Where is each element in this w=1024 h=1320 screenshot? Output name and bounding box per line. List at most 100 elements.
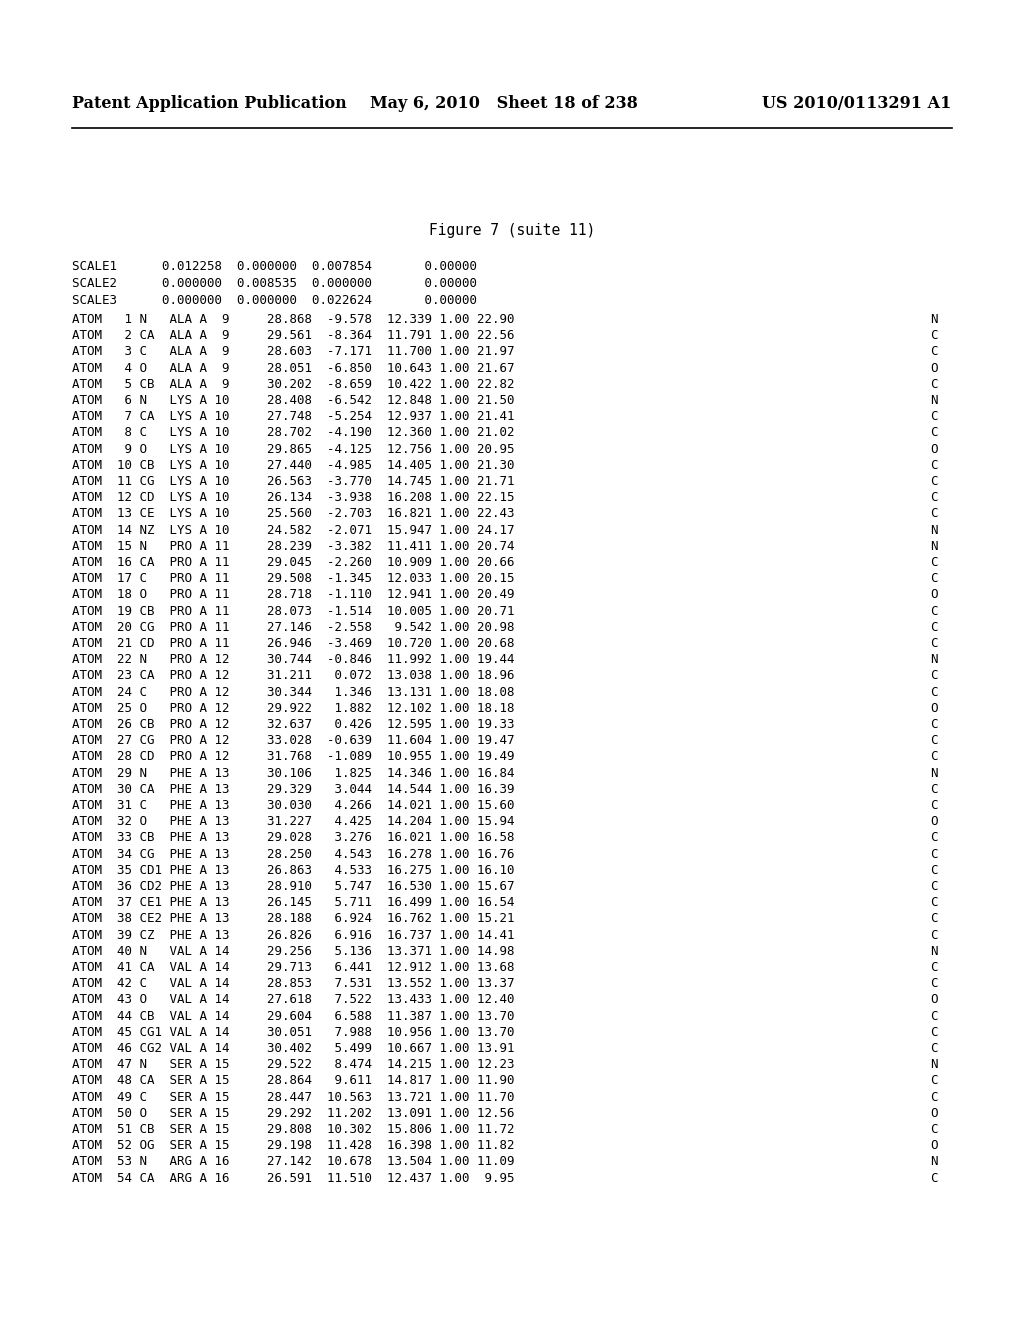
Text: C: C (930, 459, 938, 471)
Text: ATOM  13 CE  LYS A 10     25.560  -2.703  16.821 1.00 22.43: ATOM 13 CE LYS A 10 25.560 -2.703 16.821… (72, 507, 514, 520)
Text: C: C (930, 411, 938, 424)
Text: C: C (930, 1041, 938, 1055)
Text: N: N (930, 540, 938, 553)
Text: ATOM   2 CA  ALA A  9     29.561  -8.364  11.791 1.00 22.56: ATOM 2 CA ALA A 9 29.561 -8.364 11.791 1… (72, 329, 514, 342)
Text: ATOM  45 CG1 VAL A 14     30.051   7.988  10.956 1.00 13.70: ATOM 45 CG1 VAL A 14 30.051 7.988 10.956… (72, 1026, 514, 1039)
Text: Figure 7 (suite 11): Figure 7 (suite 11) (429, 223, 595, 238)
Text: C: C (930, 1172, 938, 1184)
Text: C: C (930, 605, 938, 618)
Text: C: C (930, 685, 938, 698)
Text: ATOM   5 CB  ALA A  9     30.202  -8.659  10.422 1.00 22.82: ATOM 5 CB ALA A 9 30.202 -8.659 10.422 1… (72, 378, 514, 391)
Text: ATOM  29 N   PHE A 13     30.106   1.825  14.346 1.00 16.84: ATOM 29 N PHE A 13 30.106 1.825 14.346 1… (72, 767, 514, 780)
Text: SCALE1      0.012258  0.000000  0.007854       0.00000: SCALE1 0.012258 0.000000 0.007854 0.0000… (72, 260, 477, 273)
Text: ATOM  33 CB  PHE A 13     29.028   3.276  16.021 1.00 16.58: ATOM 33 CB PHE A 13 29.028 3.276 16.021 … (72, 832, 514, 845)
Text: N: N (930, 1155, 938, 1168)
Text: ATOM  20 CG  PRO A 11     27.146  -2.558   9.542 1.00 20.98: ATOM 20 CG PRO A 11 27.146 -2.558 9.542 … (72, 620, 514, 634)
Text: ATOM  23 CA  PRO A 12     31.211   0.072  13.038 1.00 18.96: ATOM 23 CA PRO A 12 31.211 0.072 13.038 … (72, 669, 514, 682)
Text: ATOM  39 CZ  PHE A 13     26.826   6.916  16.737 1.00 14.41: ATOM 39 CZ PHE A 13 26.826 6.916 16.737 … (72, 928, 514, 941)
Text: ATOM  18 O   PRO A 11     28.718  -1.110  12.941 1.00 20.49: ATOM 18 O PRO A 11 28.718 -1.110 12.941 … (72, 589, 514, 602)
Text: ATOM  41 CA  VAL A 14     29.713   6.441  12.912 1.00 13.68: ATOM 41 CA VAL A 14 29.713 6.441 12.912 … (72, 961, 514, 974)
Text: N: N (930, 313, 938, 326)
Text: ATOM  31 C   PHE A 13     30.030   4.266  14.021 1.00 15.60: ATOM 31 C PHE A 13 30.030 4.266 14.021 1… (72, 799, 514, 812)
Text: ATOM   1 N   ALA A  9     28.868  -9.578  12.339 1.00 22.90: ATOM 1 N ALA A 9 28.868 -9.578 12.339 1.… (72, 313, 514, 326)
Text: ATOM  48 CA  SER A 15     28.864   9.611  14.817 1.00 11.90: ATOM 48 CA SER A 15 28.864 9.611 14.817 … (72, 1074, 514, 1088)
Text: ATOM  25 O   PRO A 12     29.922   1.882  12.102 1.00 18.18: ATOM 25 O PRO A 12 29.922 1.882 12.102 1… (72, 702, 514, 715)
Text: C: C (930, 977, 938, 990)
Text: ATOM  44 CB  VAL A 14     29.604   6.588  11.387 1.00 13.70: ATOM 44 CB VAL A 14 29.604 6.588 11.387 … (72, 1010, 514, 1023)
Text: C: C (930, 572, 938, 585)
Text: ATOM  12 CD  LYS A 10     26.134  -3.938  16.208 1.00 22.15: ATOM 12 CD LYS A 10 26.134 -3.938 16.208… (72, 491, 514, 504)
Text: O: O (930, 816, 938, 828)
Text: C: C (930, 896, 938, 909)
Text: C: C (930, 475, 938, 488)
Text: N: N (930, 945, 938, 958)
Text: ATOM  32 O   PHE A 13     31.227   4.425  14.204 1.00 15.94: ATOM 32 O PHE A 13 31.227 4.425 14.204 1… (72, 816, 514, 828)
Text: ATOM   4 O   ALA A  9     28.051  -6.850  10.643 1.00 21.67: ATOM 4 O ALA A 9 28.051 -6.850 10.643 1.… (72, 362, 514, 375)
Text: C: C (930, 669, 938, 682)
Text: ATOM  49 C   SER A 15     28.447  10.563  13.721 1.00 11.70: ATOM 49 C SER A 15 28.447 10.563 13.721 … (72, 1090, 514, 1104)
Text: SCALE3      0.000000  0.000000  0.022624       0.00000: SCALE3 0.000000 0.000000 0.022624 0.0000… (72, 294, 477, 308)
Text: C: C (930, 1074, 938, 1088)
Text: O: O (930, 994, 938, 1006)
Text: ATOM  34 CG  PHE A 13     28.250   4.543  16.278 1.00 16.76: ATOM 34 CG PHE A 13 28.250 4.543 16.278 … (72, 847, 514, 861)
Text: ATOM  47 N   SER A 15     29.522   8.474  14.215 1.00 12.23: ATOM 47 N SER A 15 29.522 8.474 14.215 1… (72, 1059, 514, 1072)
Text: ATOM  24 C   PRO A 12     30.344   1.346  13.131 1.00 18.08: ATOM 24 C PRO A 12 30.344 1.346 13.131 1… (72, 685, 514, 698)
Text: O: O (930, 589, 938, 602)
Text: SCALE2      0.000000  0.008535  0.000000       0.00000: SCALE2 0.000000 0.008535 0.000000 0.0000… (72, 277, 477, 290)
Text: ATOM  19 CB  PRO A 11     28.073  -1.514  10.005 1.00 20.71: ATOM 19 CB PRO A 11 28.073 -1.514 10.005… (72, 605, 514, 618)
Text: ATOM  26 CB  PRO A 12     32.637   0.426  12.595 1.00 19.33: ATOM 26 CB PRO A 12 32.637 0.426 12.595 … (72, 718, 514, 731)
Text: C: C (930, 783, 938, 796)
Text: N: N (930, 767, 938, 780)
Text: ATOM  54 CA  ARG A 16     26.591  11.510  12.437 1.00  9.95: ATOM 54 CA ARG A 16 26.591 11.510 12.437… (72, 1172, 514, 1184)
Text: ATOM  15 N   PRO A 11     28.239  -3.382  11.411 1.00 20.74: ATOM 15 N PRO A 11 28.239 -3.382 11.411 … (72, 540, 514, 553)
Text: ATOM  28 CD  PRO A 12     31.768  -1.089  10.955 1.00 19.49: ATOM 28 CD PRO A 12 31.768 -1.089 10.955… (72, 750, 514, 763)
Text: O: O (930, 1106, 938, 1119)
Text: C: C (930, 1010, 938, 1023)
Text: ATOM  50 O   SER A 15     29.292  11.202  13.091 1.00 12.56: ATOM 50 O SER A 15 29.292 11.202 13.091 … (72, 1106, 514, 1119)
Text: C: C (930, 491, 938, 504)
Text: O: O (930, 1139, 938, 1152)
Text: C: C (930, 1026, 938, 1039)
Text: ATOM  52 OG  SER A 15     29.198  11.428  16.398 1.00 11.82: ATOM 52 OG SER A 15 29.198 11.428 16.398… (72, 1139, 514, 1152)
Text: C: C (930, 378, 938, 391)
Text: C: C (930, 1123, 938, 1137)
Text: ATOM   9 O   LYS A 10     29.865  -4.125  12.756 1.00 20.95: ATOM 9 O LYS A 10 29.865 -4.125 12.756 1… (72, 442, 514, 455)
Text: ATOM  43 O   VAL A 14     27.618   7.522  13.433 1.00 12.40: ATOM 43 O VAL A 14 27.618 7.522 13.433 1… (72, 994, 514, 1006)
Text: US 2010/0113291 A1: US 2010/0113291 A1 (762, 95, 951, 112)
Text: C: C (930, 620, 938, 634)
Text: ATOM  37 CE1 PHE A 13     26.145   5.711  16.499 1.00 16.54: ATOM 37 CE1 PHE A 13 26.145 5.711 16.499… (72, 896, 514, 909)
Text: ATOM  42 C   VAL A 14     28.853   7.531  13.552 1.00 13.37: ATOM 42 C VAL A 14 28.853 7.531 13.552 1… (72, 977, 514, 990)
Text: Patent Application Publication: Patent Application Publication (72, 95, 347, 112)
Text: ATOM  53 N   ARG A 16     27.142  10.678  13.504 1.00 11.09: ATOM 53 N ARG A 16 27.142 10.678 13.504 … (72, 1155, 514, 1168)
Text: ATOM  46 CG2 VAL A 14     30.402   5.499  10.667 1.00 13.91: ATOM 46 CG2 VAL A 14 30.402 5.499 10.667… (72, 1041, 514, 1055)
Text: C: C (930, 329, 938, 342)
Text: ATOM   3 C   ALA A  9     28.603  -7.171  11.700 1.00 21.97: ATOM 3 C ALA A 9 28.603 -7.171 11.700 1.… (72, 346, 514, 359)
Text: C: C (930, 912, 938, 925)
Text: ATOM  30 CA  PHE A 13     29.329   3.044  14.544 1.00 16.39: ATOM 30 CA PHE A 13 29.329 3.044 14.544 … (72, 783, 514, 796)
Text: ATOM  14 NZ  LYS A 10     24.582  -2.071  15.947 1.00 24.17: ATOM 14 NZ LYS A 10 24.582 -2.071 15.947… (72, 524, 514, 537)
Text: C: C (930, 928, 938, 941)
Text: ATOM  21 CD  PRO A 11     26.946  -3.469  10.720 1.00 20.68: ATOM 21 CD PRO A 11 26.946 -3.469 10.720… (72, 638, 514, 649)
Text: ATOM  27 CG  PRO A 12     33.028  -0.639  11.604 1.00 19.47: ATOM 27 CG PRO A 12 33.028 -0.639 11.604… (72, 734, 514, 747)
Text: N: N (930, 1059, 938, 1072)
Text: C: C (930, 799, 938, 812)
Text: ATOM  51 CB  SER A 15     29.808  10.302  15.806 1.00 11.72: ATOM 51 CB SER A 15 29.808 10.302 15.806… (72, 1123, 514, 1137)
Text: ATOM  22 N   PRO A 12     30.744  -0.846  11.992 1.00 19.44: ATOM 22 N PRO A 12 30.744 -0.846 11.992 … (72, 653, 514, 667)
Text: N: N (930, 653, 938, 667)
Text: O: O (930, 362, 938, 375)
Text: ATOM  40 N   VAL A 14     29.256   5.136  13.371 1.00 14.98: ATOM 40 N VAL A 14 29.256 5.136 13.371 1… (72, 945, 514, 958)
Text: C: C (930, 507, 938, 520)
Text: N: N (930, 393, 938, 407)
Text: O: O (930, 702, 938, 715)
Text: C: C (930, 847, 938, 861)
Text: O: O (930, 442, 938, 455)
Text: May 6, 2010   Sheet 18 of 238: May 6, 2010 Sheet 18 of 238 (370, 95, 638, 112)
Text: ATOM   8 C   LYS A 10     28.702  -4.190  12.360 1.00 21.02: ATOM 8 C LYS A 10 28.702 -4.190 12.360 1… (72, 426, 514, 440)
Text: ATOM  10 CB  LYS A 10     27.440  -4.985  14.405 1.00 21.30: ATOM 10 CB LYS A 10 27.440 -4.985 14.405… (72, 459, 514, 471)
Text: N: N (930, 524, 938, 537)
Text: C: C (930, 426, 938, 440)
Text: ATOM  36 CD2 PHE A 13     28.910   5.747  16.530 1.00 15.67: ATOM 36 CD2 PHE A 13 28.910 5.747 16.530… (72, 880, 514, 894)
Text: ATOM  11 CG  LYS A 10     26.563  -3.770  14.745 1.00 21.71: ATOM 11 CG LYS A 10 26.563 -3.770 14.745… (72, 475, 514, 488)
Text: C: C (930, 863, 938, 876)
Text: C: C (930, 961, 938, 974)
